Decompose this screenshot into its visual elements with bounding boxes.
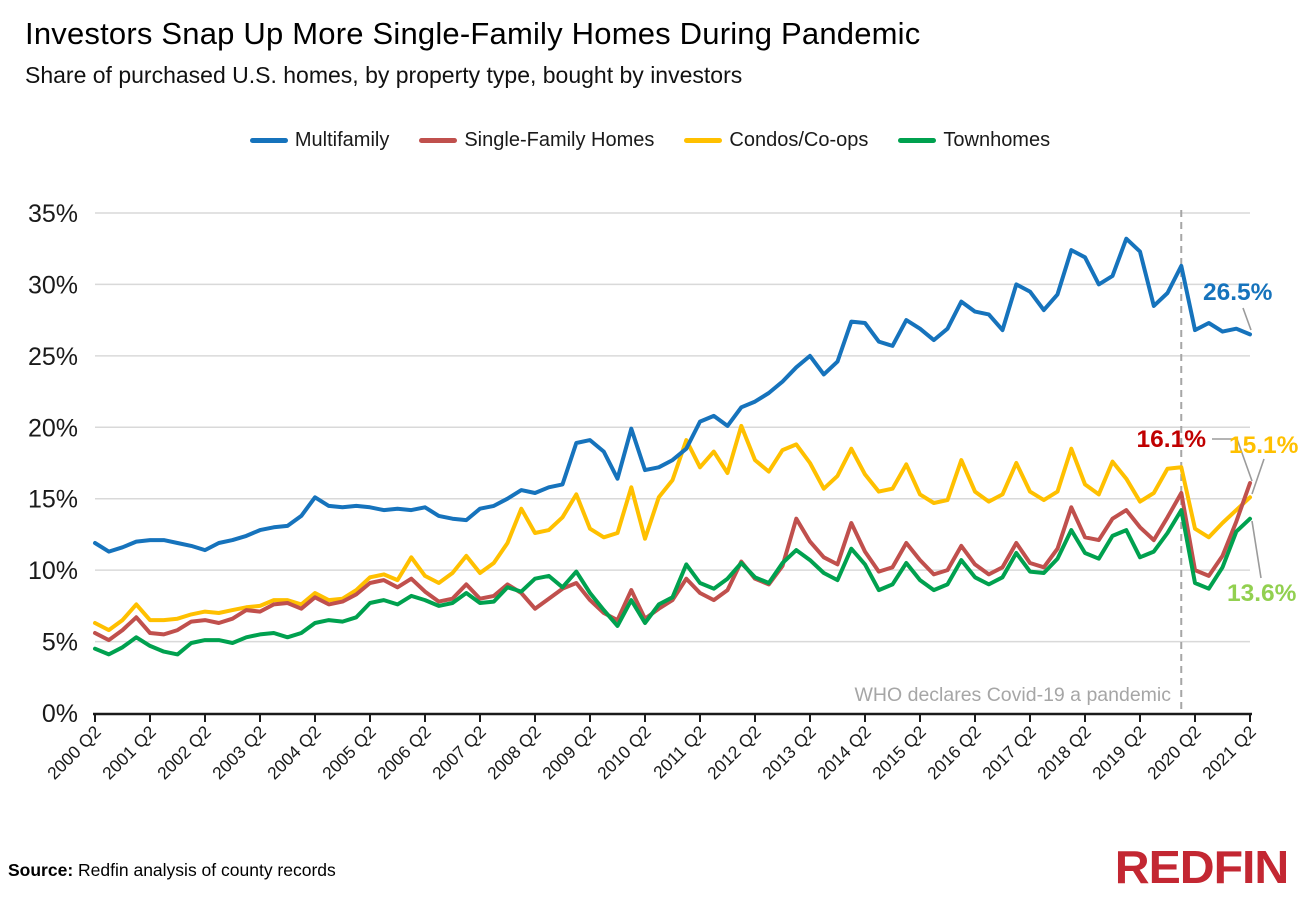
x-tick-label: 2014 Q2 (813, 722, 875, 784)
x-tick-label: 2003 Q2 (208, 722, 270, 784)
pandemic-note: WHO declares Covid-19 a pandemic (855, 684, 1172, 706)
series-line-multifamily (93, 236, 1252, 554)
legend-item-single-family-homes: Single-Family Homes (419, 129, 654, 152)
y-tick-label-5: 5% (42, 629, 78, 657)
redfin-logo: REDFIN (1114, 841, 1290, 893)
x-tick-label: 2013 Q2 (758, 722, 820, 784)
x-tick-label: 2016 Q2 (923, 722, 985, 784)
x-tick-label: 2017 Q2 (978, 722, 1040, 784)
legend-item-multifamily: Multifamily (249, 129, 390, 152)
x-tick-label: 2009 Q2 (538, 722, 600, 784)
legend-swatch (898, 138, 937, 143)
annotation-leader (1242, 307, 1252, 331)
source-note: Source: Redfin analysis of county record… (8, 860, 336, 881)
source-text: Redfin analysis of county records (73, 860, 336, 880)
x-tick-label: 2000 Q2 (43, 722, 105, 784)
x-tick-label: 2015 Q2 (868, 722, 930, 784)
value-label-condos-co-ops: 15.1% (1229, 432, 1299, 459)
y-tick-label-0: 0% (42, 700, 78, 728)
legend-label: Single-Family Homes (464, 129, 655, 151)
y-tick-label-10: 10% (28, 557, 78, 585)
series-line-townhomes (93, 508, 1252, 657)
x-tick-label: 2005 Q2 (318, 722, 380, 784)
x-tick-label: 2006 Q2 (373, 722, 435, 784)
legend: Multifamily Single-Family Homes Condos/Co-… (0, 129, 1300, 152)
legend-item-condos-co-ops: Condos/Co-ops (684, 129, 868, 152)
x-tick-label: 2021 Q2 (1198, 722, 1260, 784)
y-tick-label-15: 15% (28, 486, 78, 514)
legend-item-townhomes: Townhomes (898, 129, 1050, 152)
x-tick-label: 2007 Q2 (428, 722, 490, 784)
annotation-leader (1236, 438, 1253, 482)
series-line-single-family-homes (93, 481, 1252, 643)
legend-swatch (249, 138, 288, 143)
x-tick-label: 2020 Q2 (1143, 722, 1205, 784)
legend-label: Multifamily (294, 129, 390, 151)
x-tick-label: 2008 Q2 (483, 722, 545, 784)
x-tick-label: 2010 Q2 (593, 722, 655, 784)
series-line-condos-co-ops (93, 423, 1252, 633)
x-tick-label: 2011 Q2 (649, 722, 710, 783)
value-label-single-family-homes: 16.1% (1137, 426, 1207, 453)
x-tick-label: 2019 Q2 (1088, 722, 1150, 784)
x-tick-label: 2004 Q2 (263, 722, 325, 784)
x-tick-label: 2001 Q2 (98, 722, 160, 784)
chart-subtitle: Share of purchased U.S. homes, by proper… (25, 62, 743, 88)
y-tick-label-20: 20% (28, 414, 78, 442)
x-tick-label: 2012 Q2 (703, 722, 765, 784)
x-tick-label: 2002 Q2 (153, 722, 215, 784)
legend-swatch (684, 138, 723, 143)
x-tick-label: 2018 Q2 (1033, 722, 1095, 784)
annotation-leader (1251, 520, 1262, 579)
legend-swatch (419, 138, 458, 143)
y-tick-label-25: 25% (28, 343, 78, 371)
y-tick-label-30: 30% (28, 271, 78, 299)
value-label-townhomes: 13.6% (1227, 580, 1297, 607)
chart-title: Investors Snap Up More Single-Family Hom… (25, 16, 921, 51)
annotation-leader (1251, 458, 1265, 495)
legend-label: Condos/Co-ops (729, 129, 869, 151)
source-label: Source: (8, 860, 74, 880)
legend-label: Townhomes (943, 129, 1051, 151)
value-label-multifamily: 26.5% (1203, 279, 1273, 306)
y-tick-label-35: 35% (28, 200, 78, 228)
